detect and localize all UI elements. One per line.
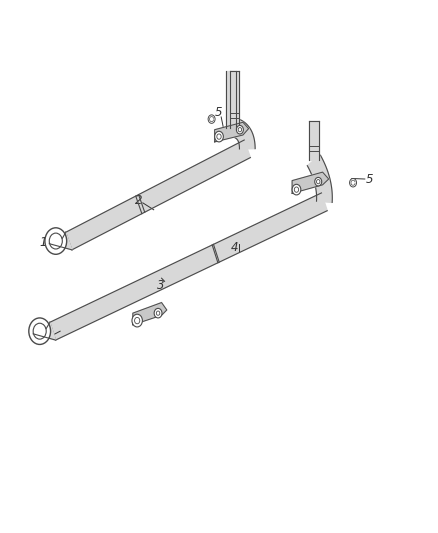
- Text: 1: 1: [35, 332, 42, 344]
- Circle shape: [154, 309, 162, 318]
- Circle shape: [350, 179, 357, 187]
- Polygon shape: [292, 172, 328, 193]
- Circle shape: [215, 131, 223, 142]
- Polygon shape: [215, 122, 249, 142]
- Circle shape: [45, 228, 67, 254]
- Polygon shape: [50, 193, 327, 340]
- Polygon shape: [49, 232, 72, 250]
- Circle shape: [29, 318, 50, 344]
- Polygon shape: [233, 118, 255, 149]
- Text: 1: 1: [39, 236, 46, 249]
- Circle shape: [237, 125, 244, 134]
- Text: 2: 2: [135, 193, 142, 207]
- Text: 5: 5: [214, 106, 222, 119]
- Polygon shape: [309, 120, 319, 160]
- Circle shape: [315, 177, 322, 186]
- Polygon shape: [307, 155, 332, 203]
- Text: 5: 5: [365, 173, 373, 185]
- Polygon shape: [66, 140, 251, 250]
- Circle shape: [208, 115, 215, 123]
- Polygon shape: [226, 71, 237, 127]
- Text: 4: 4: [230, 241, 238, 254]
- Polygon shape: [230, 71, 240, 127]
- Circle shape: [132, 314, 142, 327]
- Polygon shape: [33, 322, 56, 340]
- Polygon shape: [133, 303, 167, 325]
- Text: 3: 3: [156, 279, 164, 292]
- Circle shape: [292, 184, 301, 195]
